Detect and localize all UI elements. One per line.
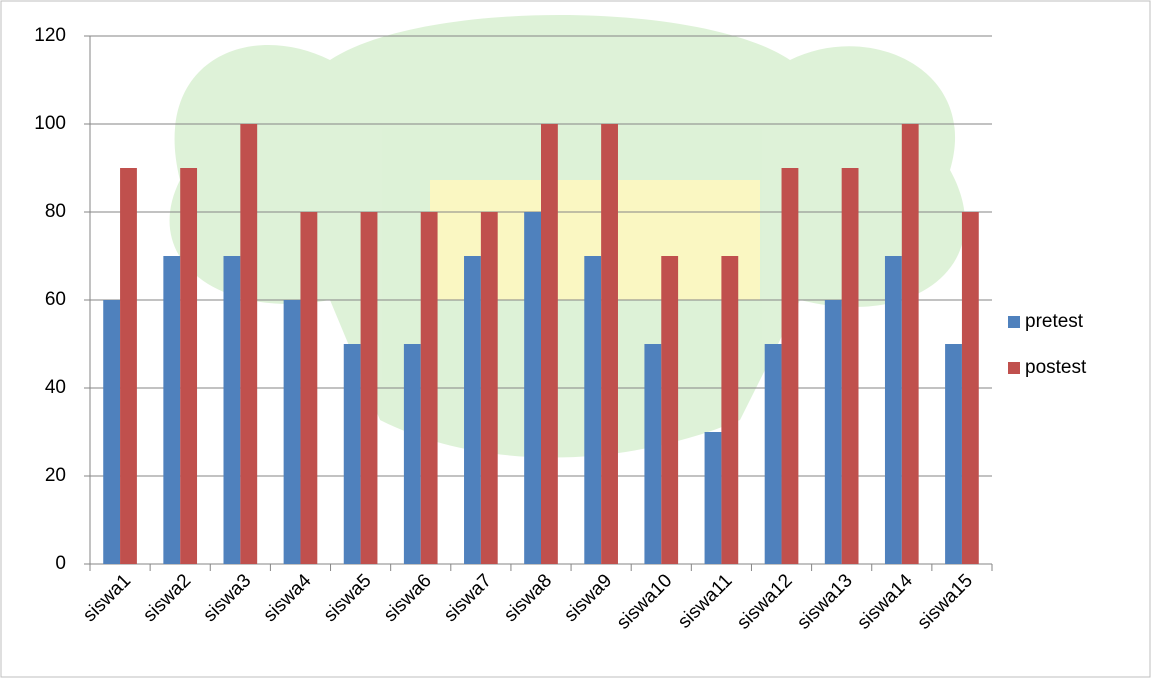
bar: [284, 300, 301, 564]
y-tick-label: 40: [45, 377, 66, 398]
bar: [240, 124, 257, 564]
bar: [661, 256, 678, 564]
bar: [344, 344, 361, 564]
bar: [103, 300, 120, 564]
bar: [765, 344, 782, 564]
bar: [721, 256, 738, 564]
y-tick-label: 0: [55, 553, 66, 574]
bar: [885, 256, 902, 564]
bar: [842, 168, 859, 564]
bar: [705, 432, 722, 564]
bar: [223, 256, 240, 564]
bar: [404, 344, 421, 564]
legend-label: pretest: [1025, 311, 1084, 332]
bar: [163, 256, 180, 564]
bar: [782, 168, 799, 564]
bar: [601, 124, 618, 564]
y-tick-label: 60: [45, 289, 66, 310]
legend-swatch: [1008, 316, 1020, 328]
legend-swatch: [1008, 362, 1020, 374]
y-tick-label: 20: [45, 465, 66, 486]
bar: [120, 168, 137, 564]
bar: [524, 212, 541, 564]
y-tick-label: 80: [45, 201, 66, 222]
y-tick-label: 120: [34, 25, 66, 46]
bar: [300, 212, 317, 564]
legend-label: postest: [1025, 357, 1087, 378]
bar: [644, 344, 661, 564]
bar: [421, 212, 438, 564]
bar: [584, 256, 601, 564]
y-tick-label: 100: [34, 113, 66, 134]
page: 020406080100120siswa1siswa2siswa3siswa4s…: [0, 0, 1151, 683]
bar: [825, 300, 842, 564]
bar: [962, 212, 979, 564]
bar: [541, 124, 558, 564]
bar: [464, 256, 481, 564]
chart: 020406080100120siswa1siswa2siswa3siswa4s…: [0, 0, 1151, 678]
bar: [361, 212, 378, 564]
bar: [945, 344, 962, 564]
bar: [902, 124, 919, 564]
bar: [180, 168, 197, 564]
bar: [481, 212, 498, 564]
